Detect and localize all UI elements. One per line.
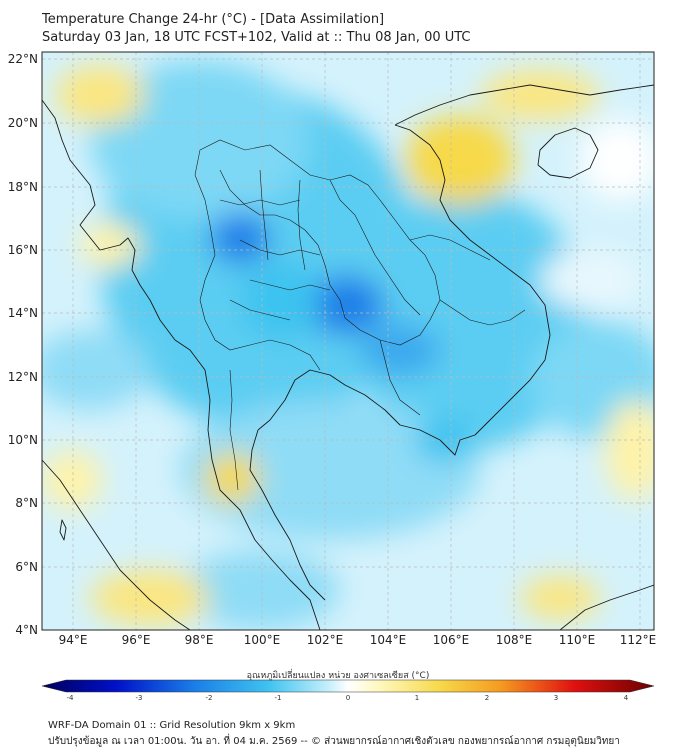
colorbar-tick: 4 xyxy=(624,694,629,702)
lat-label-18: 18°N xyxy=(8,180,38,194)
colorbar-tick: -4 xyxy=(67,694,75,702)
colorbar-bar xyxy=(41,679,655,693)
map-subtitle: Saturday 03 Jan, 18 UTC FCST+102, Valid … xyxy=(42,30,471,45)
colorbar-tick: -3 xyxy=(136,694,143,702)
coastlines xyxy=(42,84,654,630)
temperature-field xyxy=(42,52,654,630)
lat-label-14: 14°N xyxy=(8,306,38,320)
lon-label-110: 110°E xyxy=(559,633,596,647)
colorbar-tick: 1 xyxy=(415,694,419,702)
footer-credit: ปรับปรุงข้อมูล ณ เวลา 01:00น. วัน อา. ที… xyxy=(48,736,620,747)
footer-model-info: WRF-DA Domain 01 :: Grid Resolution 9km … xyxy=(48,720,296,731)
lon-label-108: 108°E xyxy=(496,633,533,647)
lon-label-106: 106°E xyxy=(433,633,470,647)
lat-label-4: 4°N xyxy=(15,623,38,637)
lon-label-104: 104°E xyxy=(370,633,407,647)
lat-label-16: 16°N xyxy=(8,243,38,257)
lon-label-112: 112°E xyxy=(620,633,657,647)
graticule xyxy=(42,52,654,630)
lat-label-10: 10°N xyxy=(8,433,38,447)
colorbar: -4 -3 -2 -1 0 1 2 3 4 xyxy=(41,679,655,702)
map-title: Temperature Change 24-hr (°C) - [Data As… xyxy=(42,12,385,27)
lon-label-98: 98°E xyxy=(185,633,214,647)
admin-borders xyxy=(194,139,526,491)
lat-axis: 22°N 20°N 18°N 16°N 14°N 12°N 10°N 8°N 6… xyxy=(8,52,38,637)
lat-label-12: 12°N xyxy=(8,370,38,384)
lat-label-20: 20°N xyxy=(8,116,38,130)
lon-label-102: 102°E xyxy=(307,633,344,647)
colorbar-tick: -1 xyxy=(275,694,282,702)
colorbar-tick: -2 xyxy=(206,694,213,702)
colorbar-label: อุณหภูมิเปลี่ยนแปลง หน่วย องศาเซลเซียส (… xyxy=(246,671,430,681)
lat-label-8: 8°N xyxy=(15,496,38,510)
lon-label-100: 100°E xyxy=(244,633,281,647)
lon-label-94: 94°E xyxy=(59,633,88,647)
map-frame xyxy=(41,51,655,631)
lat-label-6: 6°N xyxy=(15,560,38,574)
lon-label-96: 96°E xyxy=(122,633,151,647)
colorbar-tick: 2 xyxy=(485,694,489,702)
lon-axis: 94°E 96°E 98°E 100°E 102°E 104°E 106°E 1… xyxy=(59,633,657,647)
lat-label-22: 22°N xyxy=(8,52,38,66)
colorbar-tick: 3 xyxy=(554,694,558,702)
colorbar-tick: 0 xyxy=(346,694,350,702)
